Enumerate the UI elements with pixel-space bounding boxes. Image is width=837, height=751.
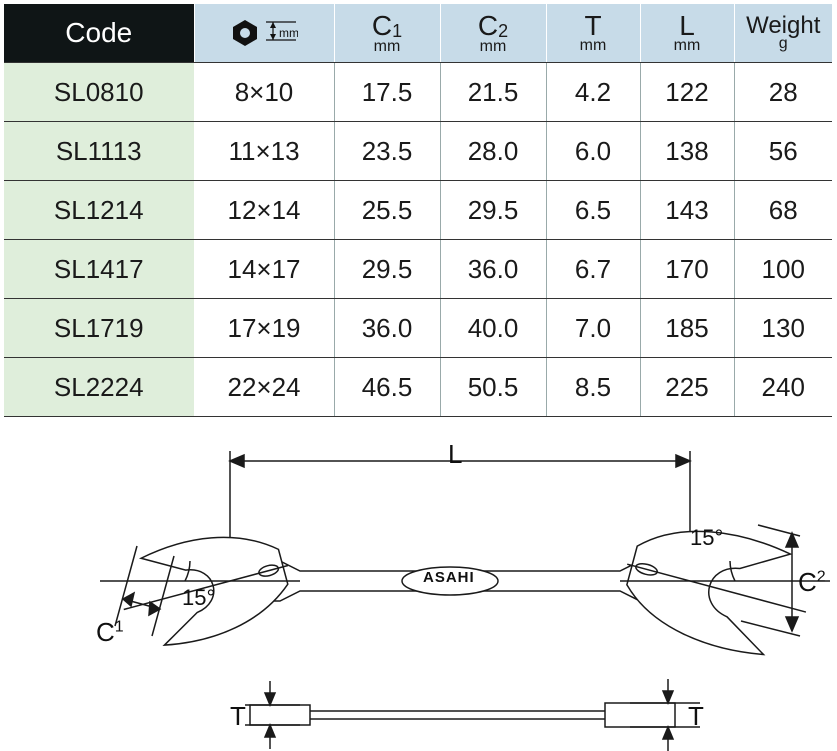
cell-t: 4.2	[546, 63, 640, 122]
cell-w: 100	[734, 240, 832, 299]
cell-c1: 29.5	[334, 240, 440, 299]
t-unit: mm	[580, 38, 607, 55]
t-sym: T	[584, 11, 601, 40]
dim-C2: C2	[798, 567, 826, 598]
brand-label: ASAHI	[423, 569, 475, 586]
col-c2: C2 mm	[440, 4, 546, 63]
cell-size: 12×14	[194, 181, 334, 240]
cell-c1: 25.5	[334, 181, 440, 240]
angle-right: 15°	[690, 525, 723, 551]
table-row: SL08108×1017.521.54.212228	[4, 63, 832, 122]
cell-w: 68	[734, 181, 832, 240]
wrench-diagram: L C1 C2 15° 15° ASAHI T T	[0, 421, 837, 751]
table-row: SL111311×1323.528.06.013856	[4, 122, 832, 181]
cell-code: SL2224	[4, 358, 194, 417]
spec-table: Code	[4, 4, 832, 417]
cell-w: 130	[734, 299, 832, 358]
l-sym: L	[679, 11, 695, 40]
dim-L: L	[448, 439, 462, 470]
table-row: SL171917×1936.040.07.0185130	[4, 299, 832, 358]
cell-code: SL0810	[4, 63, 194, 122]
cell-c1: 46.5	[334, 358, 440, 417]
cell-c2: 36.0	[440, 240, 546, 299]
cell-t: 6.7	[546, 240, 640, 299]
c2-sym: C	[478, 10, 498, 41]
c1-sym: C	[372, 10, 392, 41]
cell-size: 17×19	[194, 299, 334, 358]
cell-code: SL1113	[4, 122, 194, 181]
dim-C1: C1	[96, 617, 124, 648]
cell-c1: 17.5	[334, 63, 440, 122]
col-c1: C1 mm	[334, 4, 440, 63]
dim-arrow-icon: mm	[264, 20, 298, 46]
hex-icon	[230, 18, 260, 48]
cell-l: 143	[640, 181, 734, 240]
cell-c2: 50.5	[440, 358, 546, 417]
col-l: L mm	[640, 4, 734, 63]
cell-size: 11×13	[194, 122, 334, 181]
cell-l: 170	[640, 240, 734, 299]
cell-w: 56	[734, 122, 832, 181]
cell-c2: 29.5	[440, 181, 546, 240]
cell-code: SL1214	[4, 181, 194, 240]
cell-w: 28	[734, 63, 832, 122]
angle-left: 15°	[182, 585, 215, 611]
cell-w: 240	[734, 358, 832, 417]
svg-text:mm: mm	[279, 26, 298, 40]
table-row: SL121412×1425.529.56.514368	[4, 181, 832, 240]
cell-code: SL1417	[4, 240, 194, 299]
col-weight: Weight g	[734, 4, 832, 63]
cell-size: 14×17	[194, 240, 334, 299]
cell-t: 7.0	[546, 299, 640, 358]
cell-c1: 23.5	[334, 122, 440, 181]
cell-l: 122	[640, 63, 734, 122]
cell-c2: 40.0	[440, 299, 546, 358]
header-row: Code	[4, 4, 832, 63]
c1-unit: mm	[374, 39, 401, 56]
cell-l: 225	[640, 358, 734, 417]
col-code: Code	[4, 4, 194, 63]
col-code-label: Code	[65, 17, 132, 48]
l-unit: mm	[674, 38, 701, 55]
table-row: SL222422×2446.550.58.5225240	[4, 358, 832, 417]
w-unit: g	[779, 36, 788, 53]
col-t: T mm	[546, 4, 640, 63]
cell-code: SL1719	[4, 299, 194, 358]
cell-c2: 28.0	[440, 122, 546, 181]
cell-l: 138	[640, 122, 734, 181]
dim-T-left: T	[230, 701, 246, 732]
dim-T-right: T	[688, 701, 704, 732]
cell-size: 22×24	[194, 358, 334, 417]
cell-size: 8×10	[194, 63, 334, 122]
col-size: mm	[194, 4, 334, 63]
cell-c1: 36.0	[334, 299, 440, 358]
table-row: SL141714×1729.536.06.7170100	[4, 240, 832, 299]
cell-t: 6.5	[546, 181, 640, 240]
c2-unit: mm	[480, 39, 507, 56]
cell-t: 8.5	[546, 358, 640, 417]
cell-t: 6.0	[546, 122, 640, 181]
cell-c2: 21.5	[440, 63, 546, 122]
cell-l: 185	[640, 299, 734, 358]
